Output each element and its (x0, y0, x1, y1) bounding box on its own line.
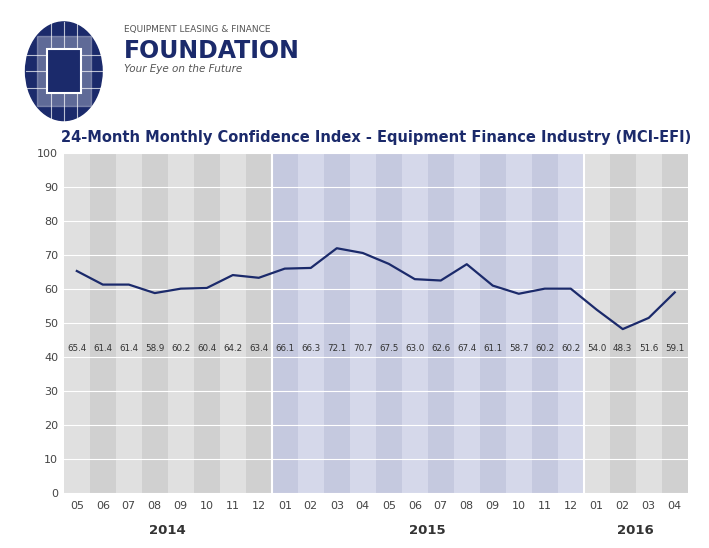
Text: 51.6: 51.6 (639, 344, 659, 353)
Bar (636, 153, 661, 493)
Text: 58.9: 58.9 (145, 344, 164, 353)
FancyBboxPatch shape (47, 49, 81, 93)
Text: 48.3: 48.3 (613, 344, 632, 353)
Text: FOUNDATION: FOUNDATION (124, 39, 300, 64)
Text: 70.7: 70.7 (353, 344, 372, 353)
Text: 60.4: 60.4 (197, 344, 216, 353)
Text: 62.6: 62.6 (431, 344, 450, 353)
Text: EQUIPMENT LEASING & FINANCE: EQUIPMENT LEASING & FINANCE (124, 25, 271, 33)
Bar (350, 153, 376, 493)
Text: 63.4: 63.4 (249, 344, 269, 353)
Title: 24-Month Monthly Confidence Index - Equipment Finance Industry (MCI-EFI): 24-Month Monthly Confidence Index - Equi… (61, 130, 691, 145)
Bar (298, 153, 324, 493)
Circle shape (26, 22, 102, 121)
Text: 54.0: 54.0 (587, 344, 606, 353)
Bar (506, 153, 532, 493)
Bar (168, 153, 194, 493)
Bar (272, 153, 298, 493)
Text: 58.7: 58.7 (509, 344, 528, 353)
Bar (558, 153, 584, 493)
Bar (610, 153, 636, 493)
Text: 61.1: 61.1 (484, 344, 502, 353)
Bar (194, 153, 220, 493)
Bar (376, 153, 402, 493)
Text: 67.5: 67.5 (379, 344, 398, 353)
Bar (246, 153, 272, 493)
Bar (116, 153, 142, 493)
Text: 66.3: 66.3 (301, 344, 320, 353)
Text: 60.2: 60.2 (561, 344, 581, 353)
Bar (532, 153, 558, 493)
Text: 61.4: 61.4 (119, 344, 138, 353)
Text: Your Eye on the Future: Your Eye on the Future (124, 64, 242, 73)
Text: 60.2: 60.2 (171, 344, 191, 353)
Text: 63.0: 63.0 (405, 344, 425, 353)
Bar (661, 153, 688, 493)
Bar (220, 153, 246, 493)
Text: 60.2: 60.2 (535, 344, 554, 353)
Text: 67.4: 67.4 (457, 344, 476, 353)
Bar (402, 153, 428, 493)
Bar (64, 153, 90, 493)
Text: 72.1: 72.1 (327, 344, 347, 353)
Text: 2016: 2016 (618, 524, 654, 537)
Text: 61.4: 61.4 (94, 344, 112, 353)
Bar (90, 153, 116, 493)
Bar (454, 153, 480, 493)
Text: 59.1: 59.1 (665, 344, 684, 353)
Text: 2015: 2015 (410, 524, 446, 537)
FancyBboxPatch shape (37, 36, 91, 106)
Text: 64.2: 64.2 (223, 344, 242, 353)
Bar (324, 153, 350, 493)
Bar (480, 153, 506, 493)
Bar (428, 153, 454, 493)
Bar (584, 153, 610, 493)
Bar (142, 153, 168, 493)
Text: 2014: 2014 (150, 524, 186, 537)
Text: 65.4: 65.4 (67, 344, 86, 353)
Text: 66.1: 66.1 (275, 344, 294, 353)
